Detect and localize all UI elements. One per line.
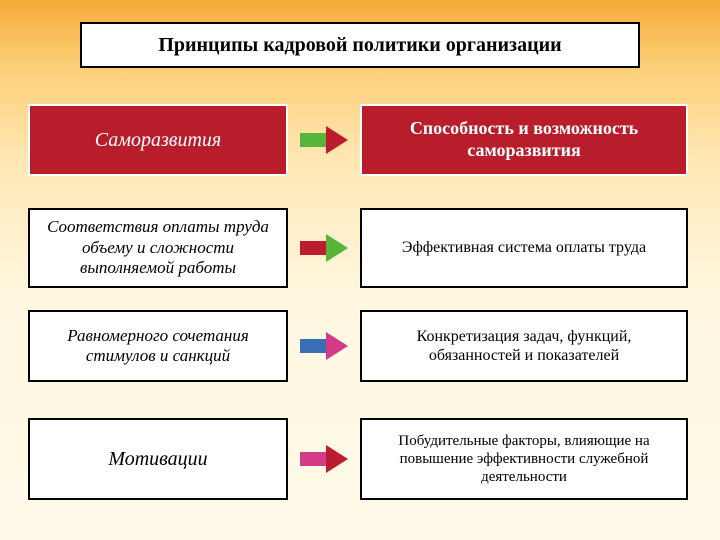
principle-text-2: Равномерного сочетания стимулов и санкци… <box>38 326 278 367</box>
principle-box-0: Саморазвития <box>28 104 288 176</box>
description-box-0: Способность и возможность саморазвития <box>360 104 688 176</box>
principle-box-3: Мотивации <box>28 418 288 500</box>
arrow-2 <box>300 331 350 361</box>
principle-text-3: Мотивации <box>108 447 207 471</box>
arrow-1 <box>300 233 350 263</box>
description-text-2: Конкретизация задач, функций, обязанност… <box>372 327 676 365</box>
arrow-stem-3 <box>300 452 326 466</box>
description-text-0: Способность и возможность саморазвития <box>372 118 676 161</box>
arrow-stem-1 <box>300 241 326 255</box>
arrow-3 <box>300 444 350 474</box>
description-text-1: Эффективная система оплаты труда <box>402 238 646 257</box>
arrow-head-0 <box>326 126 348 154</box>
arrow-stem-0 <box>300 133 326 147</box>
principle-box-1: Соответствия оплаты труда объему и сложн… <box>28 208 288 288</box>
title-box: Принципы кадровой политики организации <box>80 22 640 68</box>
title-text: Принципы кадровой политики организации <box>158 34 561 57</box>
arrow-0 <box>300 125 350 155</box>
description-box-2: Конкретизация задач, функций, обязанност… <box>360 310 688 382</box>
principle-text-0: Саморазвития <box>95 128 221 152</box>
arrow-head-1 <box>326 234 348 262</box>
arrow-stem-2 <box>300 339 326 353</box>
description-text-3: Побудительные факторы, влияющие на повыш… <box>372 432 676 486</box>
arrow-head-2 <box>326 332 348 360</box>
description-box-3: Побудительные факторы, влияющие на повыш… <box>360 418 688 500</box>
arrow-head-3 <box>326 445 348 473</box>
principle-text-1: Соответствия оплаты труда объему и сложн… <box>38 217 278 278</box>
principle-box-2: Равномерного сочетания стимулов и санкци… <box>28 310 288 382</box>
description-box-1: Эффективная система оплаты труда <box>360 208 688 288</box>
